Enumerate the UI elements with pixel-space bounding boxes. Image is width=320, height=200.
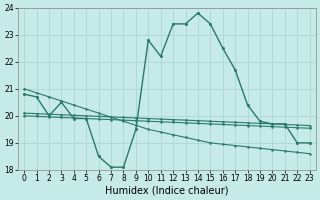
X-axis label: Humidex (Indice chaleur): Humidex (Indice chaleur) (105, 186, 229, 196)
